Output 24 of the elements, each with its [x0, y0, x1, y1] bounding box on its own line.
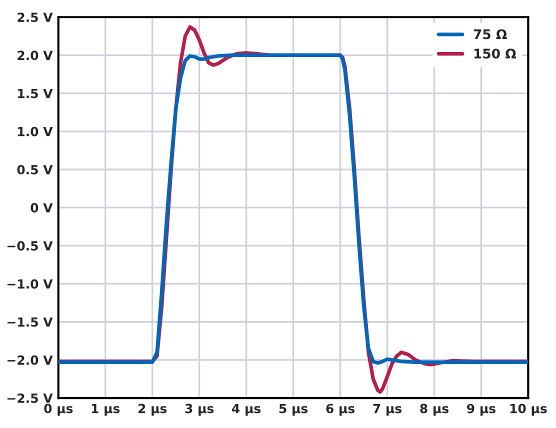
y-tick-label: −1.5 V	[8, 317, 53, 327]
y-tick-label: −2.0 V	[8, 355, 53, 365]
legend-label: 150 Ω	[474, 48, 516, 59]
x-tick-label: 7 µs	[373, 404, 402, 416]
y-tick-label: 1.5 V	[18, 88, 53, 98]
y-tick-label: 0.5 V	[17, 164, 53, 174]
x-tick-label: 2 µs	[138, 404, 167, 416]
y-tick-label: 1.0 V	[18, 126, 53, 136]
y-tick-label: 2.5 V	[18, 12, 53, 22]
x-tick-label: 1 µs	[92, 404, 120, 416]
y-tick-label: 0 V	[30, 203, 53, 213]
y-tick-label: −2.5 V	[8, 394, 53, 403]
y-tick-label: −0.5 V	[8, 241, 53, 251]
x-tick-label: 8 µs	[420, 404, 448, 416]
legend-label: 75 Ω	[474, 29, 507, 40]
x-tick-label: 9 µs	[467, 404, 496, 416]
x-tick-label: 10 µs	[510, 404, 547, 416]
y-tick-label: 2.0 V	[18, 50, 53, 60]
x-tick-label: 6 µs	[326, 404, 355, 416]
y-tick-label: −1.0 V	[8, 279, 53, 289]
x-tick-label: 4 µs	[232, 404, 261, 416]
x-tick-label: 5 µs	[279, 404, 308, 416]
x-tick-label: 0 µs	[44, 404, 73, 416]
x-tick-label: 3 µs	[185, 404, 214, 416]
